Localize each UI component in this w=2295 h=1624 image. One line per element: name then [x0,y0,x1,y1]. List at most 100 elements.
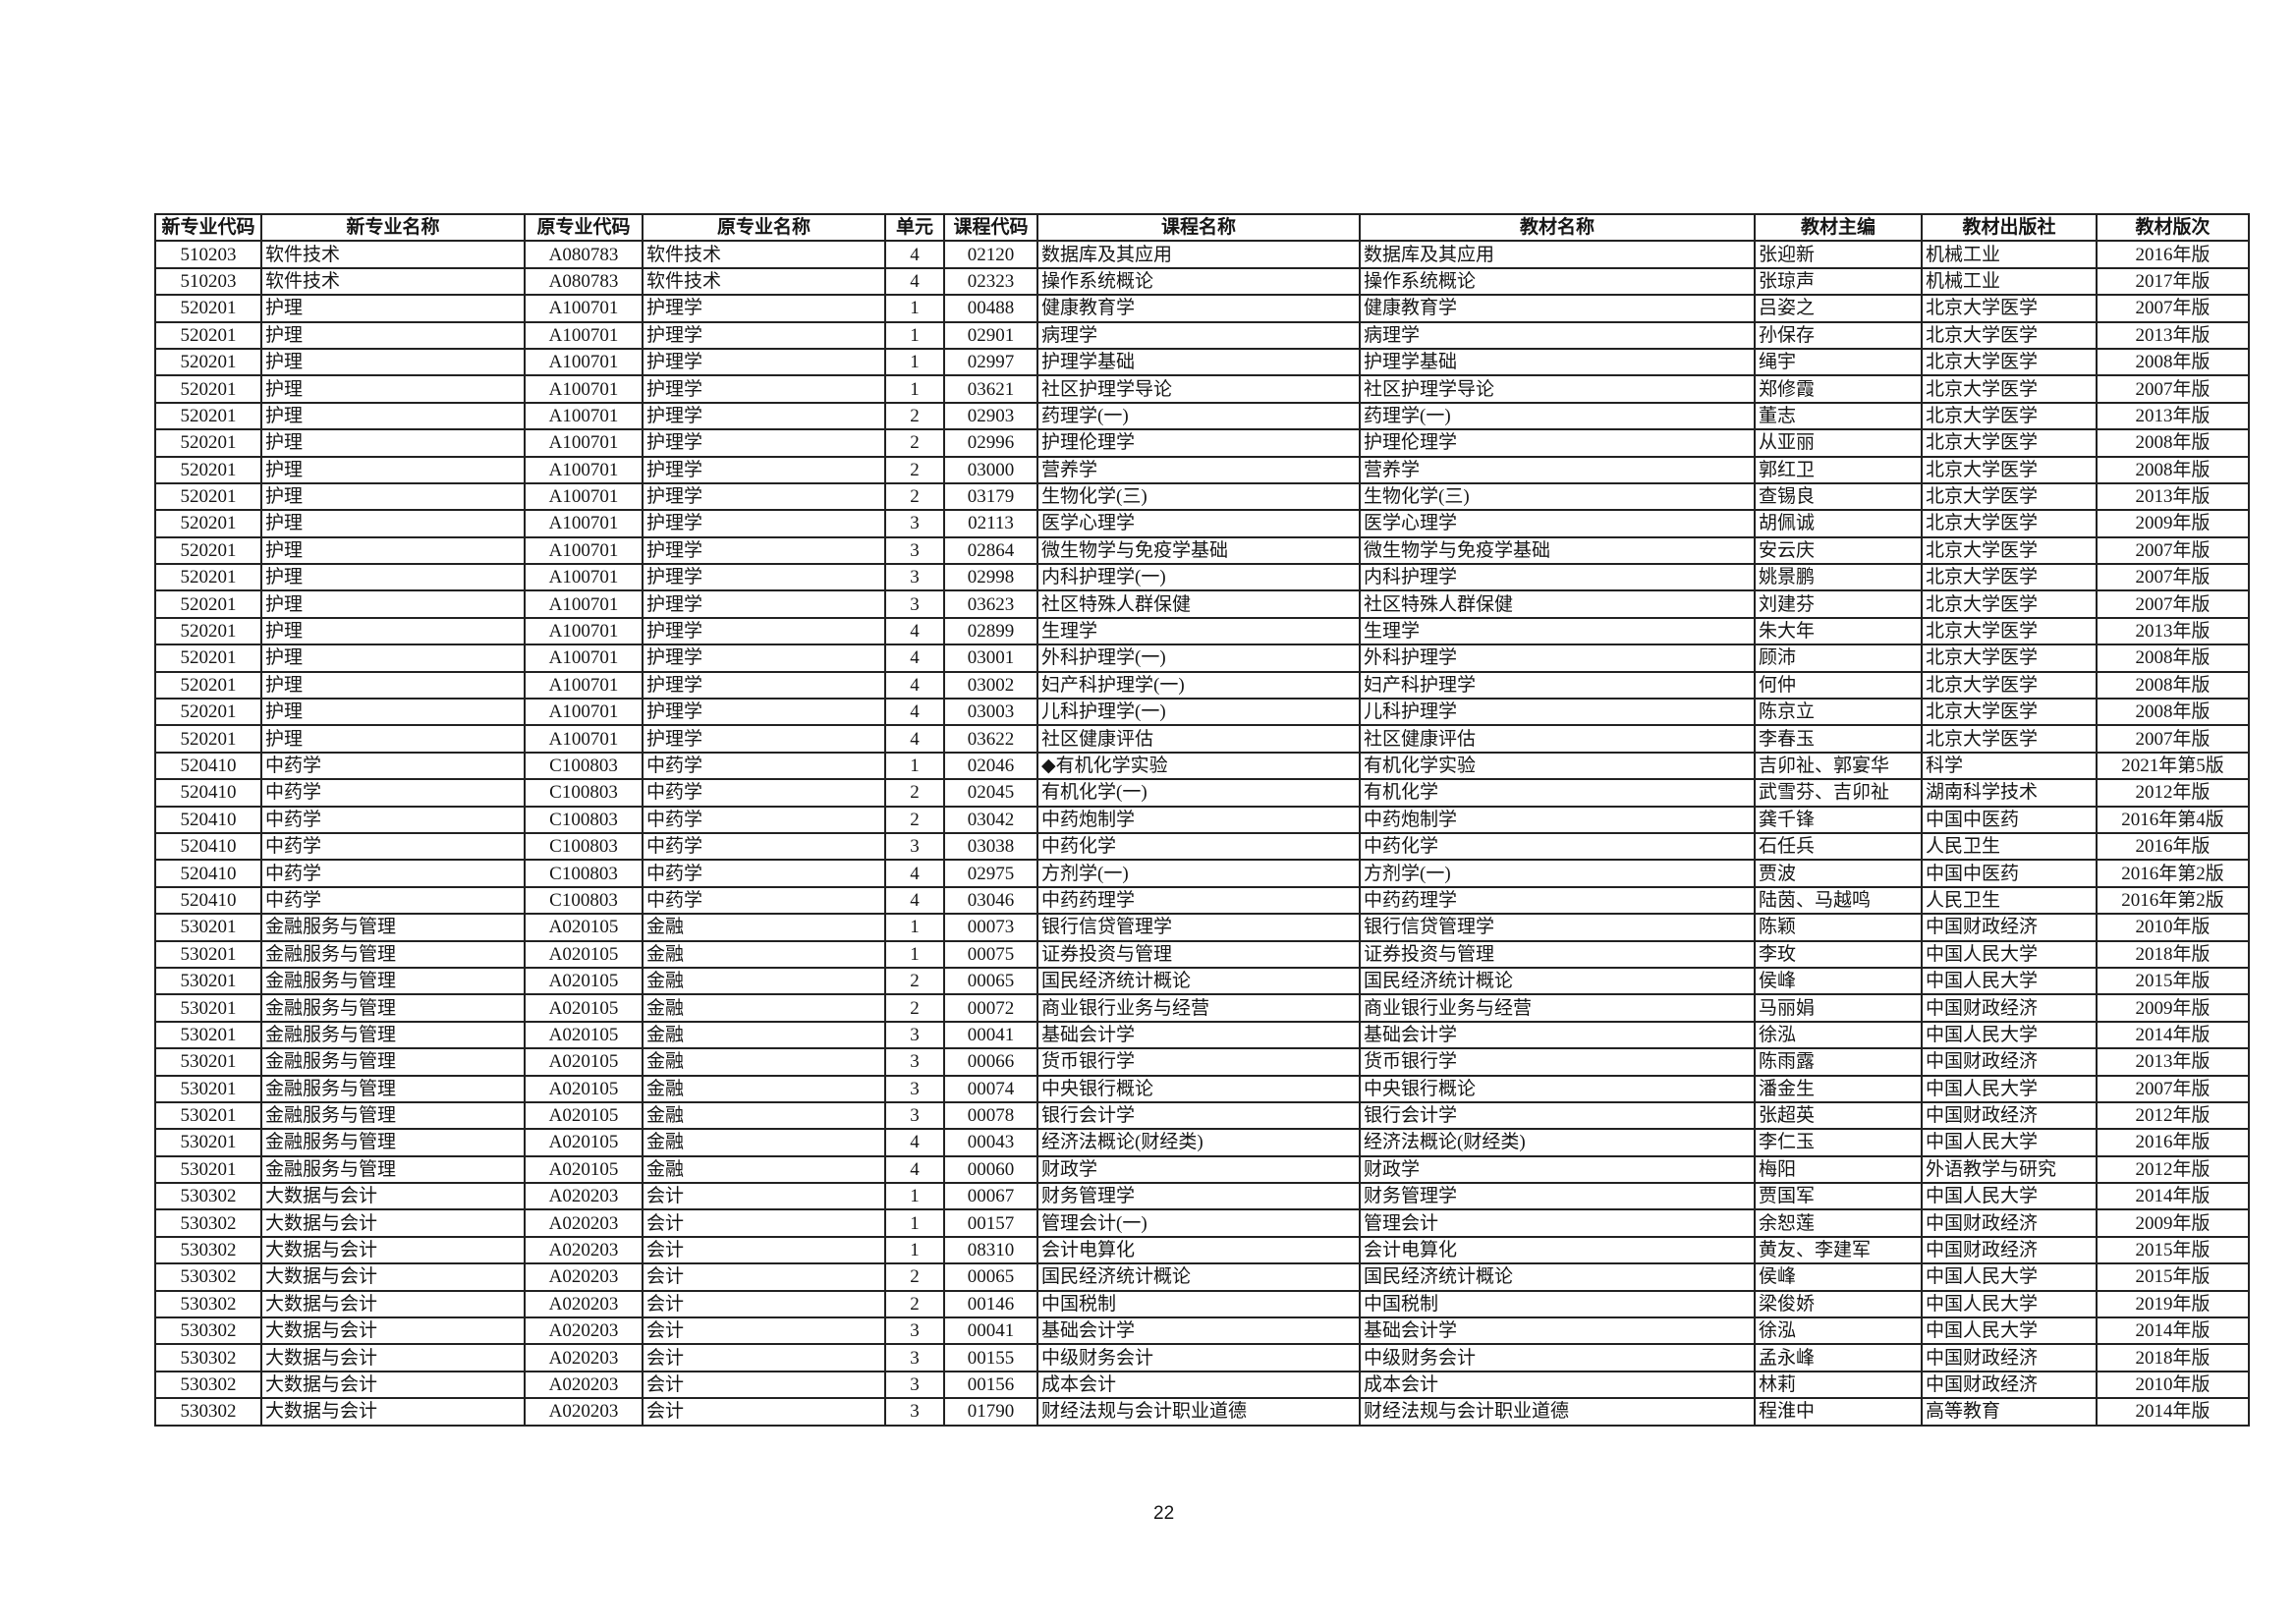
table-row: 530302 大数据与会计 A020203 会计 3 01790 财经法规与会计职业道德 财经… [154,1397,2250,1427]
cell-course-name: 妇产科护理学(一) [1036,670,1361,700]
cell-textbook-name: 护理学基础 [1359,347,1756,377]
cell-textbook-editor: 程淮中 [1754,1397,1923,1427]
cell-edition: 2013年版 [2096,1047,2250,1077]
cell-textbook-name: 方剂学(一) [1359,859,1756,888]
cell-new-major-code: 520410 [154,805,262,834]
cell-old-major-code: A020105 [524,1020,644,1050]
cell-new-major-code: 530201 [154,913,262,942]
cell-new-major-name: 中药学 [260,831,526,862]
table-row: 530201 金融服务与管理 A020105 金融 2 00072 商业银行业务与经营 商业银… [154,993,2250,1023]
cell-textbook-editor: 孟永峰 [1754,1343,1923,1372]
cell-new-major-name: 中药学 [260,859,526,888]
cell-textbook-name: 中药药理学 [1359,885,1756,916]
cell-textbook-name: 有机化学 [1359,778,1756,808]
cell-textbook-editor: 陈京立 [1754,698,1923,727]
cell-textbook-editor: 吕姿之 [1754,294,1923,323]
cell-edition: 2016年第4版 [2096,805,2250,834]
cell-old-major-name: 会计 [642,1182,886,1211]
table-row: 530302 大数据与会计 A020203 会计 1 08310 会计电算化 会计电算化 黄友、… [154,1235,2250,1265]
cell-course-code: 03622 [943,724,1038,754]
cell-new-major-name: 金融服务与管理 [260,1100,526,1131]
cell-new-major-name: 护理 [260,428,526,458]
cell-course-name: 中药炮制学 [1036,805,1361,834]
cell-textbook-name: 银行会计学 [1359,1100,1756,1131]
cell-course-name: 管理会计(一) [1036,1208,1361,1238]
cell-old-major-name: 金融 [642,1100,886,1131]
cell-old-major-name: 金融 [642,993,886,1023]
table-row: 530302 大数据与会计 A020203 会计 1 00067 财务管理学 财务管理学 贾国军… [154,1182,2250,1211]
cell-textbook-name: 基础会计学 [1359,1316,1756,1346]
cell-new-major-code: 520201 [154,401,262,431]
cell-new-major-name: 中药学 [260,885,526,916]
table-row: 520201 护理 A100701 护理学 1 00488 健康教育学 健康教育学 吕姿之 北京大… [154,294,2250,323]
cell-course-name: 健康教育学 [1036,294,1361,323]
cell-old-major-name: 金融 [642,939,886,969]
cell-textbook-name: 经济法概论(财经类) [1359,1128,1756,1157]
cell-old-major-name: 护理学 [642,535,886,566]
cell-new-major-code: 530302 [154,1208,262,1238]
cell-textbook-editor: 郭红卫 [1754,455,1923,484]
cell-textbook-name: 管理会计 [1359,1208,1756,1238]
cell-old-major-code: A100701 [524,589,644,619]
cell-old-major-name: 护理学 [642,644,886,673]
cell-course-name: 银行信贷管理学 [1036,913,1361,942]
cell-edition: 2007年版 [2096,589,2250,619]
cell-textbook-editor: 林莉 [1754,1370,1923,1400]
cell-course-code: 03179 [943,481,1038,512]
cell-publisher: 北京大学医学 [1921,724,2098,754]
cell-old-major-name: 会计 [642,1289,886,1319]
table-row: 520201 护理 A100701 护理学 1 02901 病理学 病理学 孙保存 北京大学医学 2… [154,320,2250,350]
cell-old-major-code: A020105 [524,939,644,969]
cell-new-major-code: 510203 [154,240,262,269]
cell-old-major-name: 护理学 [642,509,886,538]
cell-publisher: 中国财政经济 [1921,1370,2098,1400]
cell-new-major-code: 530201 [154,1047,262,1077]
cell-publisher: 中国人民大学 [1921,1289,2098,1319]
cell-new-major-code: 520201 [154,481,262,512]
cell-course-code: 00146 [943,1289,1038,1319]
cell-textbook-editor: 胡佩诚 [1754,509,1923,538]
cell-edition: 2014年版 [2096,1182,2250,1211]
cell-old-major-name: 软件技术 [642,240,886,269]
cell-unit: 2 [884,481,945,512]
cell-old-major-code: A020203 [524,1370,644,1400]
cell-old-major-code: A020203 [524,1208,644,1238]
cell-new-major-code: 530302 [154,1370,262,1400]
cell-course-name: 中国税制 [1036,1289,1361,1319]
cell-old-major-name: 金融 [642,913,886,942]
cell-textbook-editor: 梁俊娇 [1754,1289,1923,1319]
cell-old-major-code: A100701 [524,401,644,431]
cell-textbook-editor: 安云庆 [1754,535,1923,566]
header-course-name: 课程名称 [1036,212,1361,243]
cell-textbook-name: 妇产科护理学 [1359,670,1756,700]
cell-old-major-code: A020105 [524,1100,644,1131]
cell-edition: 2018年版 [2096,939,2250,969]
cell-unit: 3 [884,509,945,538]
cell-course-name: ◆有机化学实验 [1036,751,1361,781]
cell-edition: 2018年版 [2096,1343,2250,1372]
cell-course-name: 国民经济统计概论 [1036,1262,1361,1292]
cell-old-major-code: A020105 [524,1047,644,1077]
cell-old-major-code: A080783 [524,266,644,297]
cell-course-code: 00041 [943,1316,1038,1346]
cell-textbook-name: 生物化学(三) [1359,481,1756,512]
cell-edition: 2007年版 [2096,535,2250,566]
table-header-row: 新专业代码 新专业名称 原专业代码 原专业名称 单元 课程代码 课程名称 教材名称 教材主编 教材… [154,212,2250,243]
cell-course-code: 03002 [943,670,1038,700]
cell-old-major-code: A100701 [524,428,644,458]
table-row: 530201 金融服务与管理 A020105 金融 1 00073 银行信贷管理学 银行信贷管… [154,913,2250,942]
table-row: 530302 大数据与会计 A020203 会计 2 00065 国民经济统计概论 国民经济统… [154,1262,2250,1292]
cell-unit: 1 [884,374,945,404]
cell-publisher: 中国人民大学 [1921,1020,2098,1050]
cell-course-name: 护理伦理学 [1036,428,1361,458]
cell-publisher: 中国财政经济 [1921,1100,2098,1131]
cell-textbook-name: 外科护理学 [1359,644,1756,673]
table-row: 520201 护理 A100701 护理学 3 03623 社区特殊人群保健 社区特殊人群保健… [154,589,2250,619]
cell-new-major-code: 520201 [154,698,262,727]
cell-edition: 2021年第5版 [2096,751,2250,781]
cell-course-name: 营养学 [1036,455,1361,484]
table-row: 520410 中药学 C100803 中药学 2 02045 有机化学(一) 有机化学 武雪芬、… [154,778,2250,808]
table-row: 510203 软件技术 A080783 软件技术 4 02323 操作系统概论 操作系统概论张… [154,266,2250,297]
cell-unit: 2 [884,805,945,834]
cell-course-code: 00066 [943,1047,1038,1077]
